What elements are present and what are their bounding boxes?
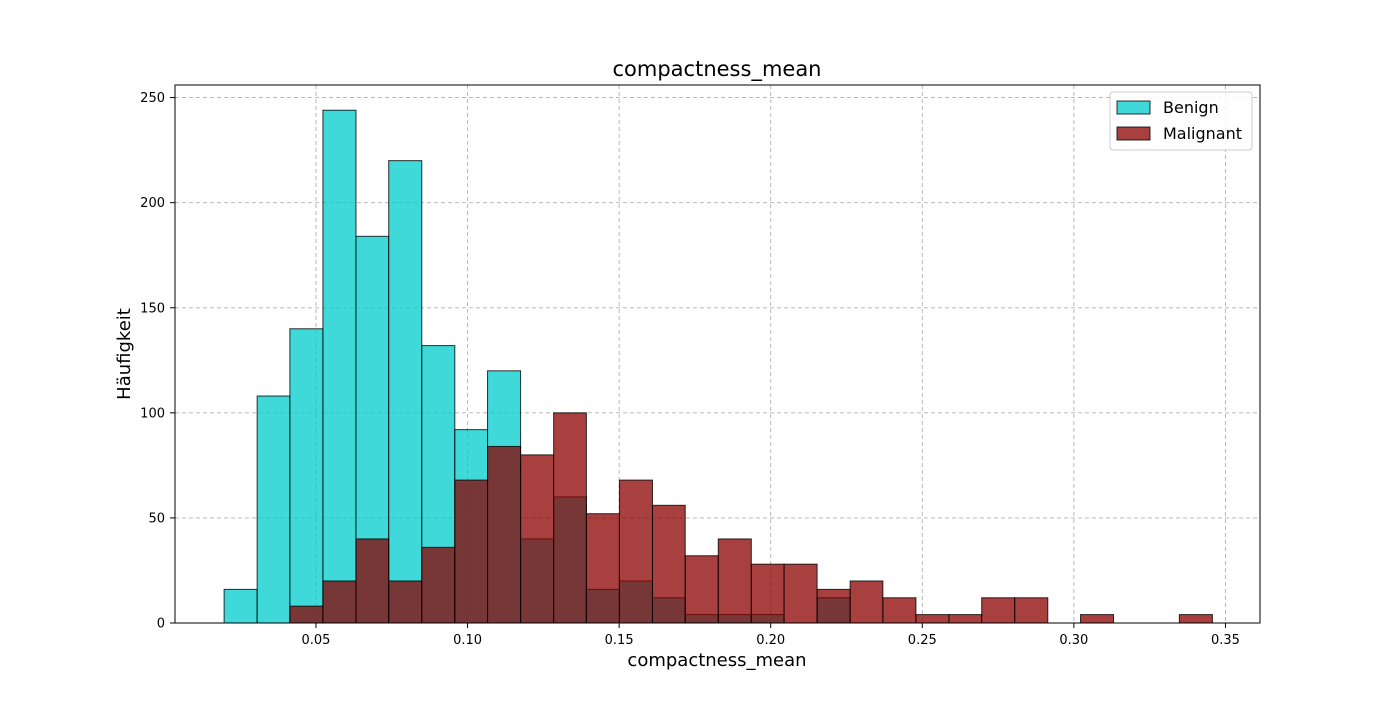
malignant-bar bbox=[981, 597, 1016, 624]
x-tick-label: 0.15 bbox=[605, 633, 634, 648]
y-tick-label: 50 bbox=[148, 511, 165, 526]
histogram-bars bbox=[223, 109, 1213, 624]
malignant-bar bbox=[454, 479, 489, 624]
x-axis: 0.05 0.10 0.15 0.20 0.25 0.30 0.35 bbox=[301, 623, 1240, 648]
malignant-bar bbox=[651, 504, 686, 624]
y-tick-label: 0 bbox=[157, 617, 165, 632]
benign-bar bbox=[256, 395, 291, 624]
chart-title: compactness_mean bbox=[613, 57, 822, 82]
malignant-bar bbox=[618, 479, 653, 624]
malignant-bar bbox=[355, 538, 390, 624]
x-tick-label: 0.10 bbox=[453, 633, 482, 648]
x-tick-label: 0.05 bbox=[301, 633, 330, 648]
malignant-bar bbox=[289, 605, 324, 624]
malignant-bar bbox=[1014, 597, 1049, 624]
y-axis: 0 50 100 150 200 250 bbox=[140, 91, 175, 632]
malignant-bar bbox=[553, 412, 587, 624]
benign-bar bbox=[289, 328, 324, 624]
y-tick-label: 200 bbox=[140, 196, 165, 211]
malignant-bar bbox=[1178, 614, 1213, 624]
x-tick-label: 0.25 bbox=[908, 633, 937, 648]
malignant-bar bbox=[948, 614, 983, 624]
malignant-bar bbox=[915, 614, 950, 624]
y-axis-title: Häufigkeit bbox=[114, 308, 135, 400]
malignant-bar bbox=[585, 513, 620, 624]
malignant-bar bbox=[1080, 614, 1115, 624]
x-tick-label: 0.30 bbox=[1059, 633, 1088, 648]
y-tick-label: 100 bbox=[140, 406, 165, 421]
y-tick-label: 150 bbox=[140, 301, 165, 316]
legend-label-benign: Benign bbox=[1163, 98, 1219, 117]
malignant-bar bbox=[520, 454, 555, 624]
malignant-bar bbox=[849, 580, 884, 624]
legend-swatch-benign bbox=[1116, 100, 1151, 115]
malignant-bar bbox=[487, 445, 522, 624]
malignant-bar bbox=[750, 563, 785, 624]
malignant-bar bbox=[717, 538, 752, 624]
legend-label-malignant: Malignant bbox=[1163, 124, 1242, 143]
malignant-bar bbox=[783, 563, 818, 624]
x-axis-title: compactness_mean bbox=[627, 650, 806, 671]
benign-bar bbox=[322, 109, 357, 624]
benign-bar bbox=[388, 160, 423, 624]
benign-bar bbox=[223, 588, 258, 624]
legend-swatch-malignant bbox=[1116, 126, 1151, 141]
malignant-bar bbox=[421, 546, 456, 624]
malignant-bar bbox=[684, 555, 719, 624]
malignant-bar bbox=[388, 580, 423, 624]
x-tick-label: 0.35 bbox=[1211, 633, 1240, 648]
malignant-bar bbox=[882, 597, 917, 624]
y-tick-label: 250 bbox=[140, 91, 165, 106]
x-tick-label: 0.20 bbox=[756, 633, 785, 648]
malignant-bar bbox=[322, 580, 357, 624]
legend: Benign Malignant bbox=[1109, 91, 1253, 151]
plot-area-frame bbox=[174, 84, 1261, 624]
malignant-bar bbox=[816, 588, 851, 624]
